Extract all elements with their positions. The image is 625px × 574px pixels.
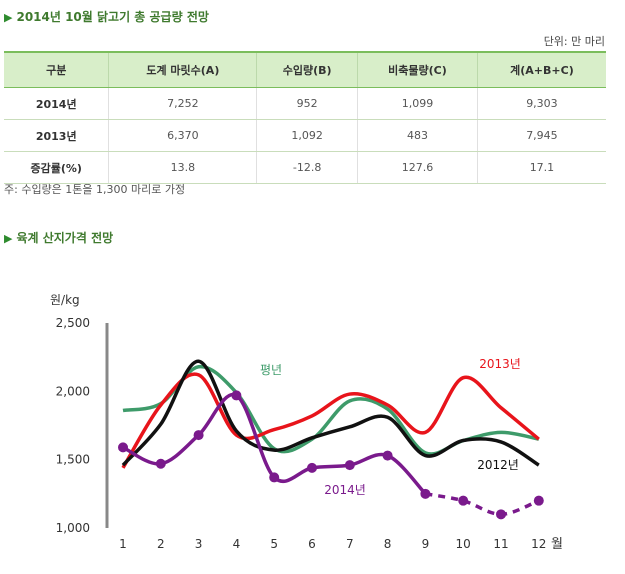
x-tick-label: 2 [157, 537, 165, 551]
section-title-price: ▶ 육계 산지가격 전망 [4, 229, 113, 246]
y-tick-label: 1,500 [56, 453, 90, 467]
table-cell: -12.8 [256, 151, 358, 184]
series-label-2014: 2014년 [324, 483, 366, 497]
data-point [269, 472, 280, 483]
table-cell: 483 [357, 119, 478, 152]
x-tick-label: 11 [493, 537, 508, 551]
unit-label: 단위: 만 마리 [543, 35, 605, 48]
table-cell: 1,099 [357, 87, 478, 120]
data-point [533, 495, 544, 506]
x-tick-label: 5 [270, 537, 278, 551]
data-point [307, 462, 317, 473]
y-axis-label: 원/kg [50, 293, 80, 307]
row-label: 2013년 [4, 119, 109, 152]
header-cell: 수입량(B) [256, 51, 358, 88]
table-cell: 952 [256, 87, 358, 120]
x-tick-label: 8 [384, 537, 392, 551]
row-label: 2014년 [4, 87, 109, 120]
y-tick-label: 1,000 [56, 521, 90, 535]
series-line-2013 [121, 372, 540, 469]
section-title-supply: ▶ 2014년 10월 닭고기 총 공급량 전망 [4, 8, 209, 25]
data-point [458, 495, 469, 506]
header-cell: 도계 마릿수(A) [108, 51, 257, 88]
x-axis-label: 월 [551, 537, 563, 552]
data-point [382, 450, 393, 461]
x-tick-label: 9 [422, 537, 430, 551]
table-cell: 6,370 [108, 119, 257, 152]
x-tick-label: 10 [456, 537, 471, 551]
table-cell: 7,945 [476, 119, 606, 152]
data-point [118, 442, 128, 453]
series-label-2013: 2013년 [479, 357, 521, 371]
table-cell: 7,252 [108, 87, 257, 120]
table-cell: 13.8 [108, 151, 257, 184]
y-tick-label: 2,500 [56, 316, 90, 330]
x-tick-label: 6 [308, 537, 316, 551]
table-row: 증감률(%) 13.8 -12.8 127.6 17.1 [4, 151, 606, 184]
table-header-row: 구분 도계 마릿수(A) 수입량(B) 비축물량(C) 계(A+B+C) [4, 51, 606, 88]
data-point [155, 458, 166, 469]
table-row: 2014년 7,252 952 1,099 9,303 [4, 87, 606, 120]
header-cell: 계(A+B+C) [476, 51, 606, 88]
row-label: 증감률(%) [4, 151, 109, 184]
x-tick-label: 1 [119, 537, 127, 551]
x-tick-label: 12 [531, 537, 546, 551]
series-line-2012 [121, 359, 540, 467]
table-cell: 9,303 [476, 87, 606, 120]
triangle-bullet-icon: ▶ [4, 232, 13, 245]
series-label-average: 평년 [260, 363, 282, 377]
triangle-bullet-icon: ▶ [4, 11, 13, 24]
header-cell: 비축물량(C) [357, 51, 478, 88]
y-tick-label: 2,000 [56, 384, 90, 398]
table-cell: 1,092 [256, 119, 358, 152]
x-tick-label: 4 [233, 537, 241, 551]
data-point [344, 460, 355, 471]
supply-table: 구분 도계 마릿수(A) 수입량(B) 비축물량(C) 계(A+B+C) 201… [4, 51, 606, 184]
table-cell: 17.1 [476, 151, 606, 184]
data-point [193, 430, 204, 441]
section-title-text: 육계 산지가격 전망 [16, 231, 114, 245]
data-point [231, 390, 242, 401]
x-tick-label: 3 [195, 537, 203, 551]
table-cell: 127.6 [357, 151, 478, 184]
table-row: 2013년 6,370 1,092 483 7,945 [4, 119, 606, 152]
section-title-text: 2014년 10월 닭고기 총 공급량 전망 [16, 10, 209, 24]
x-tick-label: 7 [346, 537, 354, 551]
data-point [420, 488, 431, 499]
series-label-2012: 2012년 [477, 458, 519, 472]
data-point [496, 509, 506, 520]
table-note: 주: 수입량은 1톤을 1,300 마리로 가정 [4, 183, 186, 196]
series-line-2014-forecast [425, 492, 540, 517]
header-cell: 구분 [4, 51, 109, 88]
